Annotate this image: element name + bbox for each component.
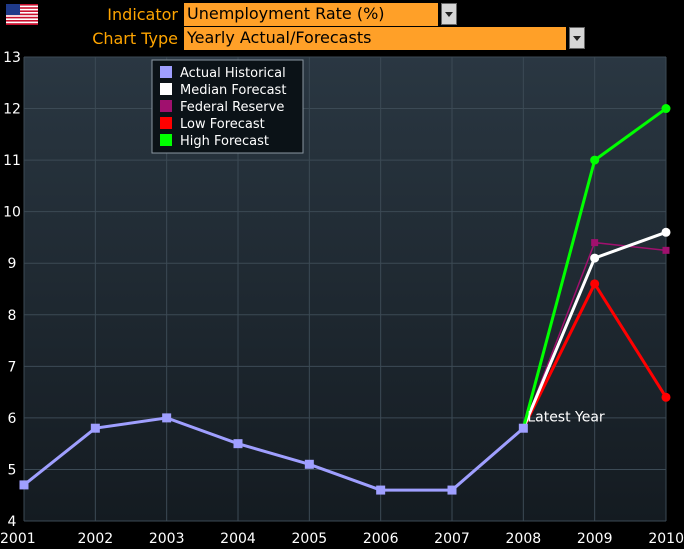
data-point-low-forecast (590, 279, 600, 289)
data-point-actual-historical (304, 459, 314, 469)
x-tick-label: 2003 (149, 531, 185, 547)
legend-label: Federal Reserve (180, 100, 284, 115)
data-point-low-forecast (661, 392, 671, 402)
y-tick-label: 7 (8, 359, 17, 375)
data-point-federal-reserve (662, 246, 670, 254)
y-tick-label: 8 (8, 308, 17, 324)
legend-swatch (160, 83, 172, 95)
y-tick-label: 4 (8, 514, 17, 530)
legend-swatch (160, 134, 172, 146)
legend: Actual Historical Median Forecast Federal … (151, 59, 304, 154)
y-tick-label: 12 (3, 102, 21, 118)
y-axis-ticks: 4 5 6 7 8 9 10 11 12 13 (3, 50, 21, 530)
legend-swatch (160, 66, 172, 78)
chart-type-dropdown-button[interactable] (569, 27, 585, 49)
data-point-high-forecast (661, 104, 671, 114)
legend-box (151, 59, 304, 154)
data-point-federal-reserve (591, 239, 599, 247)
data-point-actual-historical (518, 423, 528, 433)
plot-area (24, 57, 666, 521)
legend-swatch (160, 117, 172, 129)
x-tick-label: 2006 (363, 531, 399, 547)
data-point-high-forecast (590, 155, 600, 165)
indicator-label: Indicator (107, 5, 178, 24)
series-line-actual-historical (23, 416, 525, 492)
x-axis-ticks: 2001 2002 2003 2004 2005 2006 2007 2008 2009 2010 (0, 531, 684, 547)
x-tick-label: 2008 (506, 531, 542, 547)
data-point-actual-historical (19, 480, 29, 490)
y-tick-label: 6 (8, 411, 17, 427)
data-point-median-forecast (590, 253, 600, 263)
legend-label: Actual Historical (180, 66, 286, 81)
data-point-median-forecast (661, 227, 671, 237)
x-tick-label: 2004 (220, 531, 256, 547)
header-bar: Indicator Unemployment Rate (%) Chart Ty… (0, 0, 684, 52)
indicator-field[interactable]: Unemployment Rate (%) (184, 3, 438, 26)
series-markers (19, 104, 671, 495)
y-tick-label: 10 (3, 205, 21, 221)
data-point-actual-historical (376, 485, 386, 495)
legend-label: Low Forecast (180, 117, 265, 132)
us-flag-icon (6, 4, 38, 25)
indicator-dropdown-button[interactable] (441, 3, 457, 25)
data-point-actual-historical (162, 413, 172, 423)
chart-type-field[interactable]: Yearly Actual/Forecasts (184, 27, 566, 50)
x-tick-label: 2005 (292, 531, 328, 547)
x-tick-label: 2001 (0, 531, 36, 547)
legend-label: High Forecast (180, 134, 269, 149)
data-point-actual-historical (90, 423, 100, 433)
data-point-actual-historical (447, 485, 457, 495)
data-point-actual-historical (233, 439, 243, 449)
legend-swatch (160, 100, 172, 112)
chart-type-label: Chart Type (92, 29, 178, 48)
y-tick-label: 9 (8, 256, 17, 272)
latest-year-annotation: Latest Year (527, 410, 605, 426)
y-tick-label: 11 (3, 153, 21, 169)
legend-label: Median Forecast (180, 83, 286, 98)
x-tick-label: 2002 (78, 531, 114, 547)
y-tick-label: 13 (3, 50, 21, 66)
x-tick-label: 2009 (577, 531, 613, 547)
y-tick-label: 5 (8, 462, 17, 478)
x-tick-label: 2007 (434, 531, 470, 547)
x-tick-label: 2010 (648, 531, 684, 547)
